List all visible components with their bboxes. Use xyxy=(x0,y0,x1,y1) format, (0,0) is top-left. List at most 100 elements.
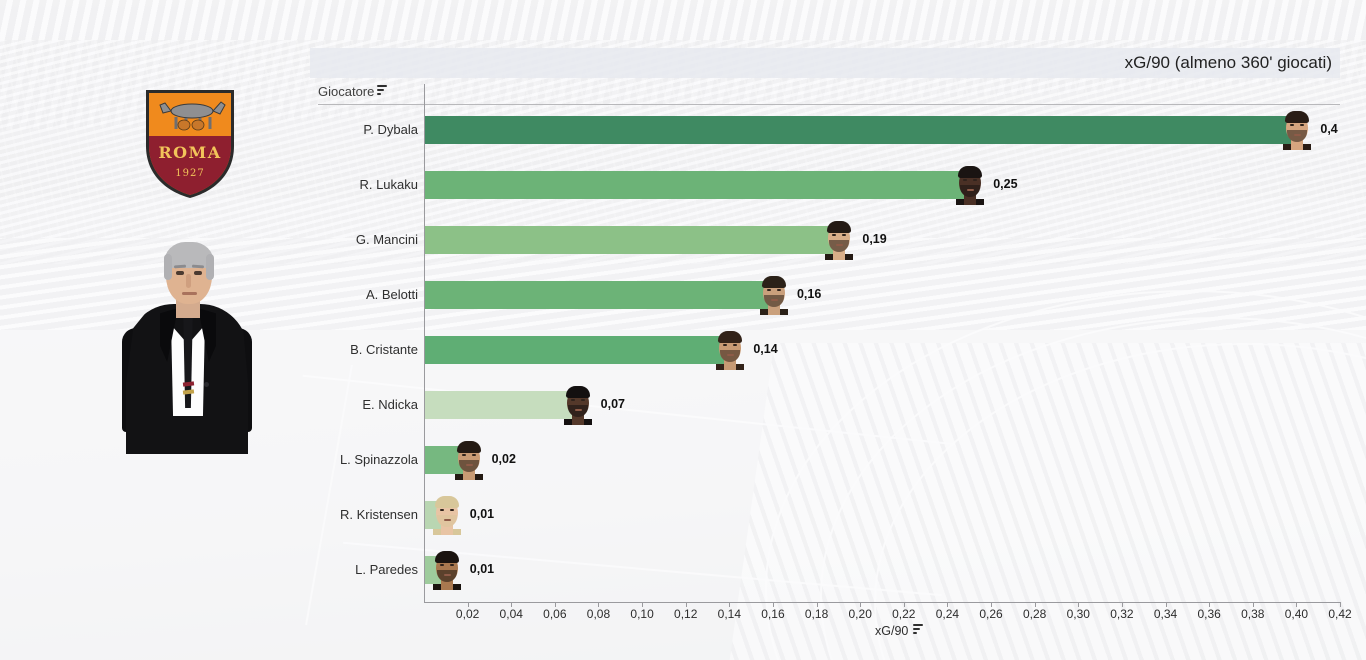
x-tick xyxy=(1078,602,1080,607)
x-tick xyxy=(467,602,469,607)
x-tick-label: 0,26 xyxy=(979,607,1003,621)
x-tick-label: 0,02 xyxy=(455,607,480,621)
bar-row[interactable]: L. Spinazzola 0,02 xyxy=(318,432,1340,487)
svg-text:ROMA: ROMA xyxy=(158,143,221,162)
player-name-label: L. Spinazzola xyxy=(339,452,418,467)
x-tick-label: 0,08 xyxy=(586,607,611,621)
value-label: 0,4 xyxy=(1320,122,1338,136)
x-tick xyxy=(554,602,556,607)
x-tick xyxy=(1340,602,1341,607)
x-tick xyxy=(860,602,862,607)
x-tick-label: 0,16 xyxy=(761,607,785,621)
x-tick-label: 0,42 xyxy=(1328,607,1352,621)
value-label: 0,01 xyxy=(469,562,495,576)
value-label: 0,19 xyxy=(862,232,887,246)
x-tick-label: 0,32 xyxy=(1110,607,1134,621)
x-tick-label: 0,12 xyxy=(674,607,698,621)
bar-row[interactable]: B. Cristante 0,14 xyxy=(318,322,1340,377)
player-name-label: R. Lukaku xyxy=(359,177,418,192)
x-tick xyxy=(903,602,905,607)
x-tick-label: 0,06 xyxy=(543,607,567,621)
x-tick-label: 0,24 xyxy=(935,607,960,621)
x-tick-label: 0,40 xyxy=(1284,607,1309,621)
as-roma-crest-icon: ROMA 1927 xyxy=(140,84,240,202)
x-tick xyxy=(685,602,687,607)
x-tick xyxy=(816,602,818,607)
x-tick-label: 0,30 xyxy=(1066,607,1090,621)
player-face-icon xyxy=(757,275,791,315)
player-face-icon xyxy=(430,495,464,535)
player-face-icon xyxy=(452,440,486,480)
value-bar[interactable] xyxy=(425,116,1298,144)
bar-row[interactable]: E. Ndicka 0,07 xyxy=(318,377,1340,432)
x-tick-label: 0,04 xyxy=(499,607,523,621)
value-bar[interactable] xyxy=(425,336,731,364)
player-face-icon xyxy=(953,165,987,205)
bar-row[interactable]: R. Kristensen 0,01 xyxy=(318,487,1340,542)
x-tick xyxy=(1165,602,1167,607)
chart-title: xG/90 (almeno 360' giocati) xyxy=(1124,53,1332,72)
value-bar[interactable] xyxy=(425,281,774,309)
x-tick xyxy=(642,602,644,607)
x-tick-label: 0,20 xyxy=(848,607,872,621)
x-tick-label: 0,38 xyxy=(1241,607,1265,621)
value-label: 0,25 xyxy=(993,177,1018,191)
value-label: 0,16 xyxy=(796,287,822,301)
value-bar[interactable] xyxy=(425,226,840,254)
player-name-label: G. Mancini xyxy=(355,232,418,247)
bar-row[interactable]: L. Paredes 0,01 xyxy=(318,542,1340,597)
bar-row[interactable]: P. Dybala 0,4 xyxy=(318,102,1340,157)
player-name-label: A. Belotti xyxy=(365,287,418,302)
x-tick-label: 0,34 xyxy=(1153,607,1178,621)
x-axis-title[interactable]: xG/90 xyxy=(875,624,924,638)
x-tick-label: 0,22 xyxy=(892,607,916,621)
value-label: 0,02 xyxy=(491,452,516,466)
value-bar[interactable] xyxy=(425,391,578,419)
x-axis-line xyxy=(424,602,1340,603)
sort-descending-icon[interactable] xyxy=(377,85,388,97)
branding-panel: ROMA 1927 xyxy=(0,0,310,660)
header-divider xyxy=(318,104,1340,105)
bar-row[interactable]: G. Mancini 0,19 xyxy=(318,212,1340,267)
x-tick xyxy=(947,602,949,607)
sort-descending-icon[interactable] xyxy=(913,624,924,636)
value-label: 0,14 xyxy=(753,342,778,356)
x-tick xyxy=(1209,602,1211,607)
x-tick-label: 0,14 xyxy=(717,607,742,621)
x-tick xyxy=(991,602,993,607)
chart-title-band: xG/90 (almeno 360' giocati) xyxy=(310,48,1340,78)
player-face-icon xyxy=(1280,110,1314,150)
value-label: 0,01 xyxy=(469,507,495,521)
value-bar[interactable] xyxy=(425,171,971,199)
x-axis-title-label: xG/90 xyxy=(875,624,909,638)
x-tick-label: 0,36 xyxy=(1197,607,1221,621)
x-tick xyxy=(772,602,774,607)
x-tick xyxy=(1296,602,1298,607)
column-header-label: Giocatore xyxy=(318,84,375,99)
x-tick-label: 0,10 xyxy=(630,607,654,621)
manager-photo xyxy=(120,232,254,454)
player-face-icon xyxy=(822,220,856,260)
svg-text:1927: 1927 xyxy=(175,168,204,179)
x-tick xyxy=(1121,602,1123,607)
x-tick xyxy=(729,602,731,607)
bar-row[interactable]: A. Belotti 0,16 xyxy=(318,267,1340,322)
player-face-icon xyxy=(561,385,595,425)
x-tick xyxy=(1034,602,1036,607)
bar-row[interactable]: R. Lukaku 0,25 xyxy=(318,157,1340,212)
player-name-label: L. Paredes xyxy=(355,562,418,577)
x-tick xyxy=(1252,602,1254,607)
column-header-giocatore[interactable]: Giocatore xyxy=(318,84,388,99)
player-name-label: R. Kristensen xyxy=(339,507,418,522)
player-name-label: P. Dybala xyxy=(363,122,418,137)
x-tick xyxy=(511,602,513,607)
player-name-label: E. Ndicka xyxy=(362,397,418,412)
value-label: 0,07 xyxy=(600,397,625,411)
x-tick-label: 0,18 xyxy=(804,607,829,621)
y-axis-line xyxy=(424,84,425,602)
player-face-icon xyxy=(713,330,747,370)
player-name-label: B. Cristante xyxy=(350,342,418,357)
player-face-icon xyxy=(430,550,464,590)
x-tick-label: 0,28 xyxy=(1022,607,1047,621)
